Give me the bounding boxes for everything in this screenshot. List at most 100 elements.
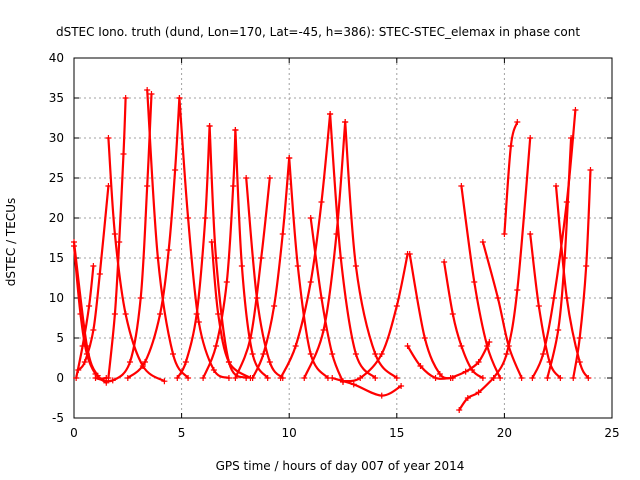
- data-point: [307, 351, 314, 357]
- data-point: [169, 351, 176, 357]
- y-tick-label: 10: [49, 291, 64, 305]
- data-point: [550, 295, 557, 301]
- data-point: [555, 327, 562, 333]
- series-line: [288, 156, 329, 380]
- x-axis-label: GPS time / hours of day 007 of year 2014: [216, 459, 465, 473]
- data-point: [301, 375, 308, 381]
- data-point: [318, 199, 325, 205]
- data-point: [157, 311, 164, 317]
- data-point: [230, 183, 237, 189]
- data-point: [294, 263, 301, 269]
- data-point: [494, 295, 501, 301]
- data-point: [449, 311, 456, 317]
- data-point: [583, 263, 590, 269]
- series-line: [176, 124, 211, 380]
- data-point: [393, 303, 400, 309]
- data-point: [271, 303, 278, 309]
- data-point: [447, 375, 454, 381]
- data-point: [247, 335, 254, 341]
- data-point: [518, 375, 525, 381]
- series-line: [331, 376, 403, 397]
- y-tick-label: 15: [49, 251, 64, 265]
- data-point: [105, 135, 112, 141]
- data-point: [122, 311, 129, 317]
- data-point: [292, 343, 299, 349]
- y-tick-label: 40: [49, 51, 64, 65]
- data-point: [165, 247, 172, 253]
- data-point: [111, 311, 118, 317]
- data-point: [417, 363, 424, 369]
- data-point: [497, 375, 504, 381]
- series-line: [107, 136, 166, 383]
- data-point: [378, 351, 385, 357]
- data-point: [553, 183, 560, 189]
- data-point: [527, 135, 534, 141]
- series-line: [341, 252, 409, 383]
- y-axis-label: dSTEC / TECUs: [4, 198, 18, 287]
- data-point: [90, 263, 97, 269]
- data-point: [92, 375, 99, 381]
- data-point: [398, 383, 405, 389]
- data-point: [406, 251, 413, 257]
- data-point: [185, 375, 192, 381]
- series-line: [481, 240, 523, 380]
- data-point: [458, 183, 465, 189]
- data-point: [225, 375, 232, 381]
- series-line: [210, 240, 252, 380]
- data-point: [116, 239, 123, 245]
- series-line: [554, 184, 590, 380]
- data-point: [441, 259, 448, 265]
- series-line: [408, 252, 454, 380]
- data-point: [329, 351, 336, 357]
- data-point: [378, 392, 385, 399]
- data-point: [75, 367, 82, 373]
- series-line: [72, 240, 108, 380]
- data-point: [126, 359, 133, 365]
- data-point: [329, 375, 336, 381]
- data-point: [393, 375, 400, 381]
- data-point: [529, 375, 536, 381]
- data-point: [105, 183, 112, 189]
- y-tick-label: 35: [49, 91, 64, 105]
- data-point: [350, 381, 357, 388]
- y-tick-label: 5: [56, 331, 64, 345]
- data-point: [213, 343, 220, 349]
- data-point: [458, 343, 465, 349]
- data-point: [372, 375, 379, 381]
- data-point: [81, 359, 88, 365]
- data-point: [120, 151, 127, 157]
- data-point: [307, 215, 314, 221]
- data-point: [404, 343, 411, 349]
- data-point: [111, 231, 118, 237]
- data-point: [342, 119, 349, 125]
- series-line: [344, 120, 398, 380]
- data-point: [475, 359, 482, 365]
- data-point: [144, 183, 151, 189]
- series-line: [458, 376, 495, 412]
- data-point: [514, 287, 521, 293]
- data-point: [200, 375, 207, 381]
- data-point: [570, 375, 577, 381]
- data-point: [277, 375, 284, 381]
- data-point: [202, 215, 209, 221]
- data-point: [372, 351, 379, 357]
- x-tick-label: 15: [389, 426, 404, 440]
- data-series: [71, 87, 594, 413]
- data-point: [172, 167, 179, 173]
- data-point: [161, 378, 168, 385]
- data-point: [572, 107, 579, 113]
- data-point: [182, 359, 189, 365]
- data-point: [232, 127, 239, 133]
- data-point: [568, 135, 575, 141]
- data-point: [249, 351, 256, 357]
- data-point: [154, 255, 161, 261]
- series-line: [546, 136, 573, 380]
- data-point: [137, 295, 144, 301]
- data-point: [71, 239, 77, 245]
- y-tick-label: 20: [49, 211, 64, 225]
- data-point: [185, 215, 192, 221]
- data-point: [484, 343, 491, 349]
- series-line: [460, 184, 502, 380]
- series-line: [251, 156, 291, 380]
- series-line: [309, 216, 345, 384]
